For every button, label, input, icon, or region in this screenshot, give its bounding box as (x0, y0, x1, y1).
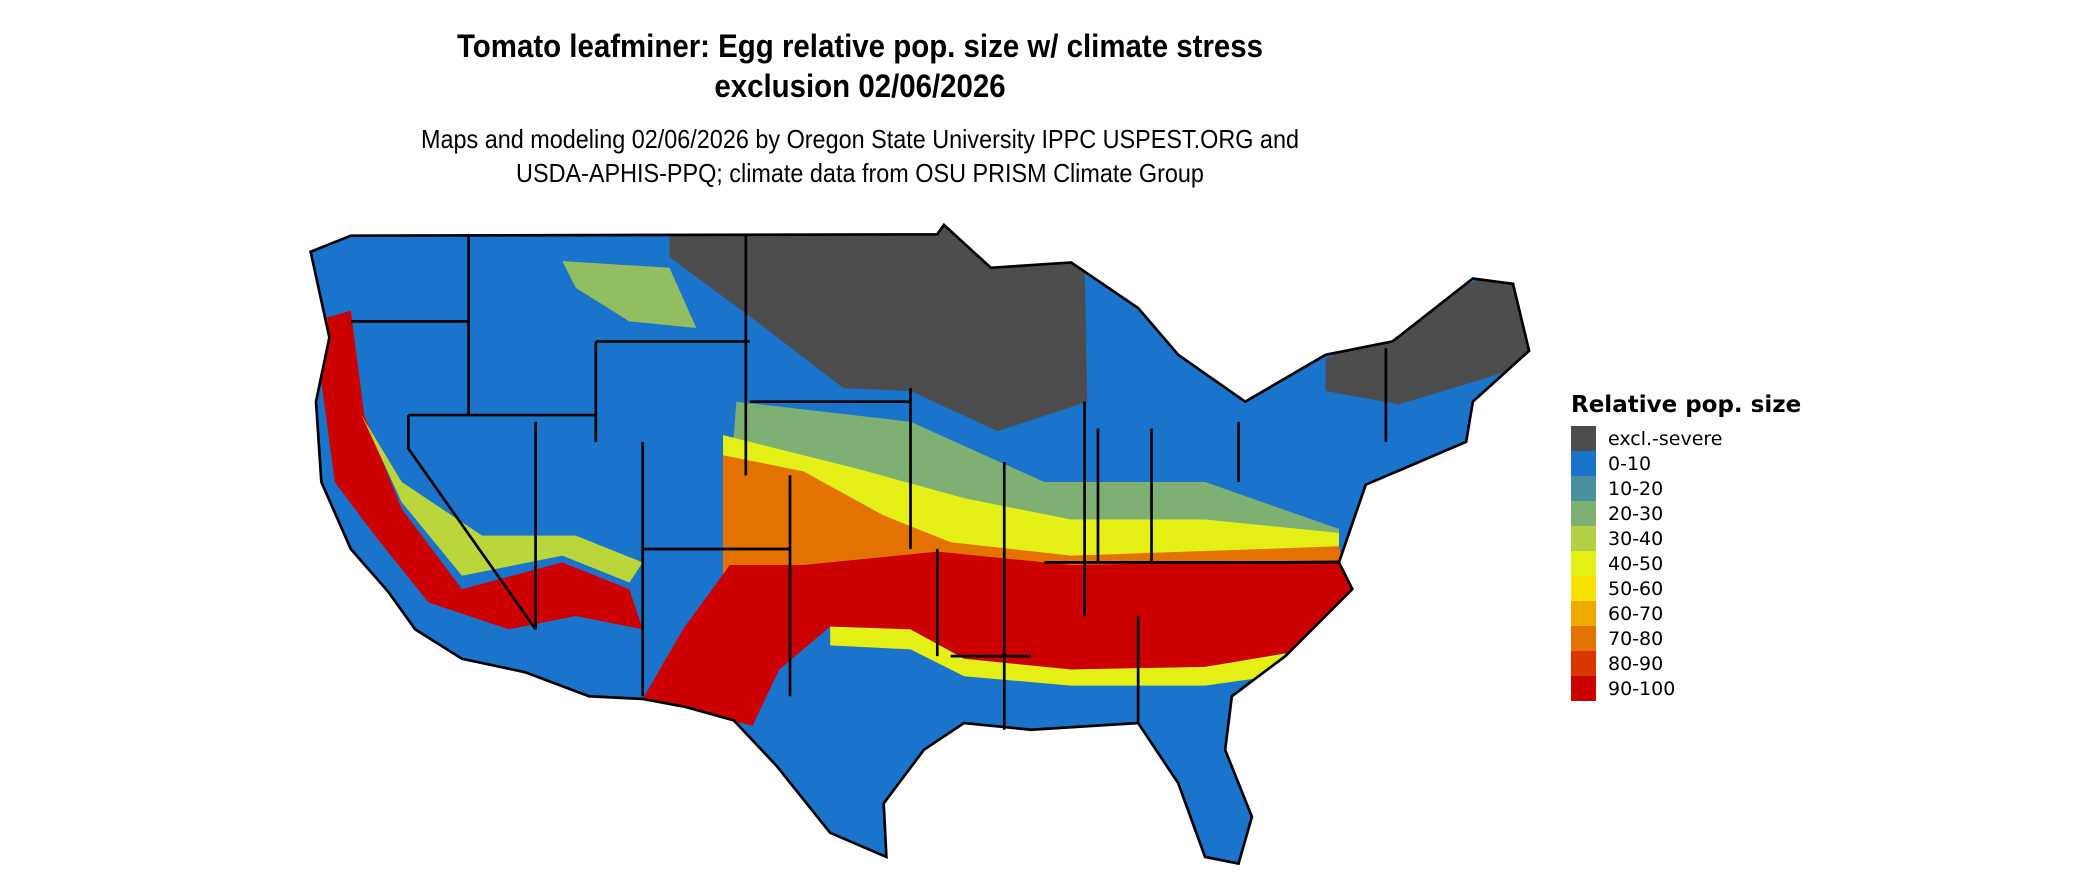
zone-30-40-idaho (562, 261, 697, 329)
legend-swatch (1571, 476, 1596, 501)
legend-item: 90-100 (1571, 676, 1801, 701)
zone-90-100-westcoast (313, 310, 643, 630)
legend-label: 30-40 (1608, 527, 1664, 550)
legend-label: 90-100 (1608, 677, 1676, 700)
legend-item: excl.-severe (1571, 426, 1801, 451)
state-borders (309, 223, 1531, 865)
legend-item: 60-70 (1571, 601, 1801, 626)
legend-swatch (1571, 601, 1596, 626)
map-title-line2: exclusion 02/06/2026 (714, 68, 1006, 104)
map-subtitle-line2: USDA-APHIS-PPQ; climate data from OSU PR… (516, 158, 1204, 188)
legend-item: 10-20 (1571, 476, 1801, 501)
legend-swatch (1571, 676, 1596, 701)
legend-label: 20-30 (1608, 502, 1664, 525)
legend-item: 80-90 (1571, 651, 1801, 676)
legend-label: 50-60 (1608, 577, 1664, 600)
zone-excluded-northeast (1325, 261, 1530, 405)
zone-40-50-west (361, 415, 643, 583)
legend-label: 40-50 (1608, 552, 1664, 575)
legend-label: 80-90 (1608, 652, 1664, 675)
legend-label: 10-20 (1608, 477, 1664, 500)
legend-label: 70-80 (1608, 627, 1664, 650)
legend-label: 60-70 (1608, 602, 1664, 625)
legend-item: 50-60 (1571, 576, 1801, 601)
zone-40-50-gulf (830, 626, 1286, 686)
map-subtitle-line1: Maps and modeling 02/06/2026 by Oregon S… (421, 124, 1299, 154)
legend: Relative pop. size excl.-severe 0-10 10-20… (1571, 392, 1801, 701)
legend-swatch (1571, 501, 1596, 526)
legend-swatch (1571, 651, 1596, 676)
legend-item: 30-40 (1571, 526, 1801, 551)
legend-item: 0-10 (1571, 451, 1801, 476)
legend-swatch (1571, 551, 1596, 576)
legend-label: 0-10 (1608, 452, 1652, 475)
legend-item: 40-50 (1571, 551, 1801, 576)
zone-90-100-south (642, 551, 1356, 726)
legend-swatch (1571, 451, 1596, 476)
legend-item: 70-80 (1571, 626, 1801, 651)
legend-swatch (1571, 526, 1596, 551)
legend-title: Relative pop. size (1571, 392, 1802, 418)
legend-swatch (1571, 626, 1596, 651)
legend-item: 20-30 (1571, 501, 1801, 526)
zone-excluded-north (669, 227, 1088, 432)
legend-swatch (1571, 576, 1596, 601)
legend-swatch (1571, 426, 1596, 451)
legend-label: excl.-severe (1608, 427, 1723, 450)
map-title-line1: Tomato leafminer: Egg relative pop. size… (456, 28, 1264, 64)
